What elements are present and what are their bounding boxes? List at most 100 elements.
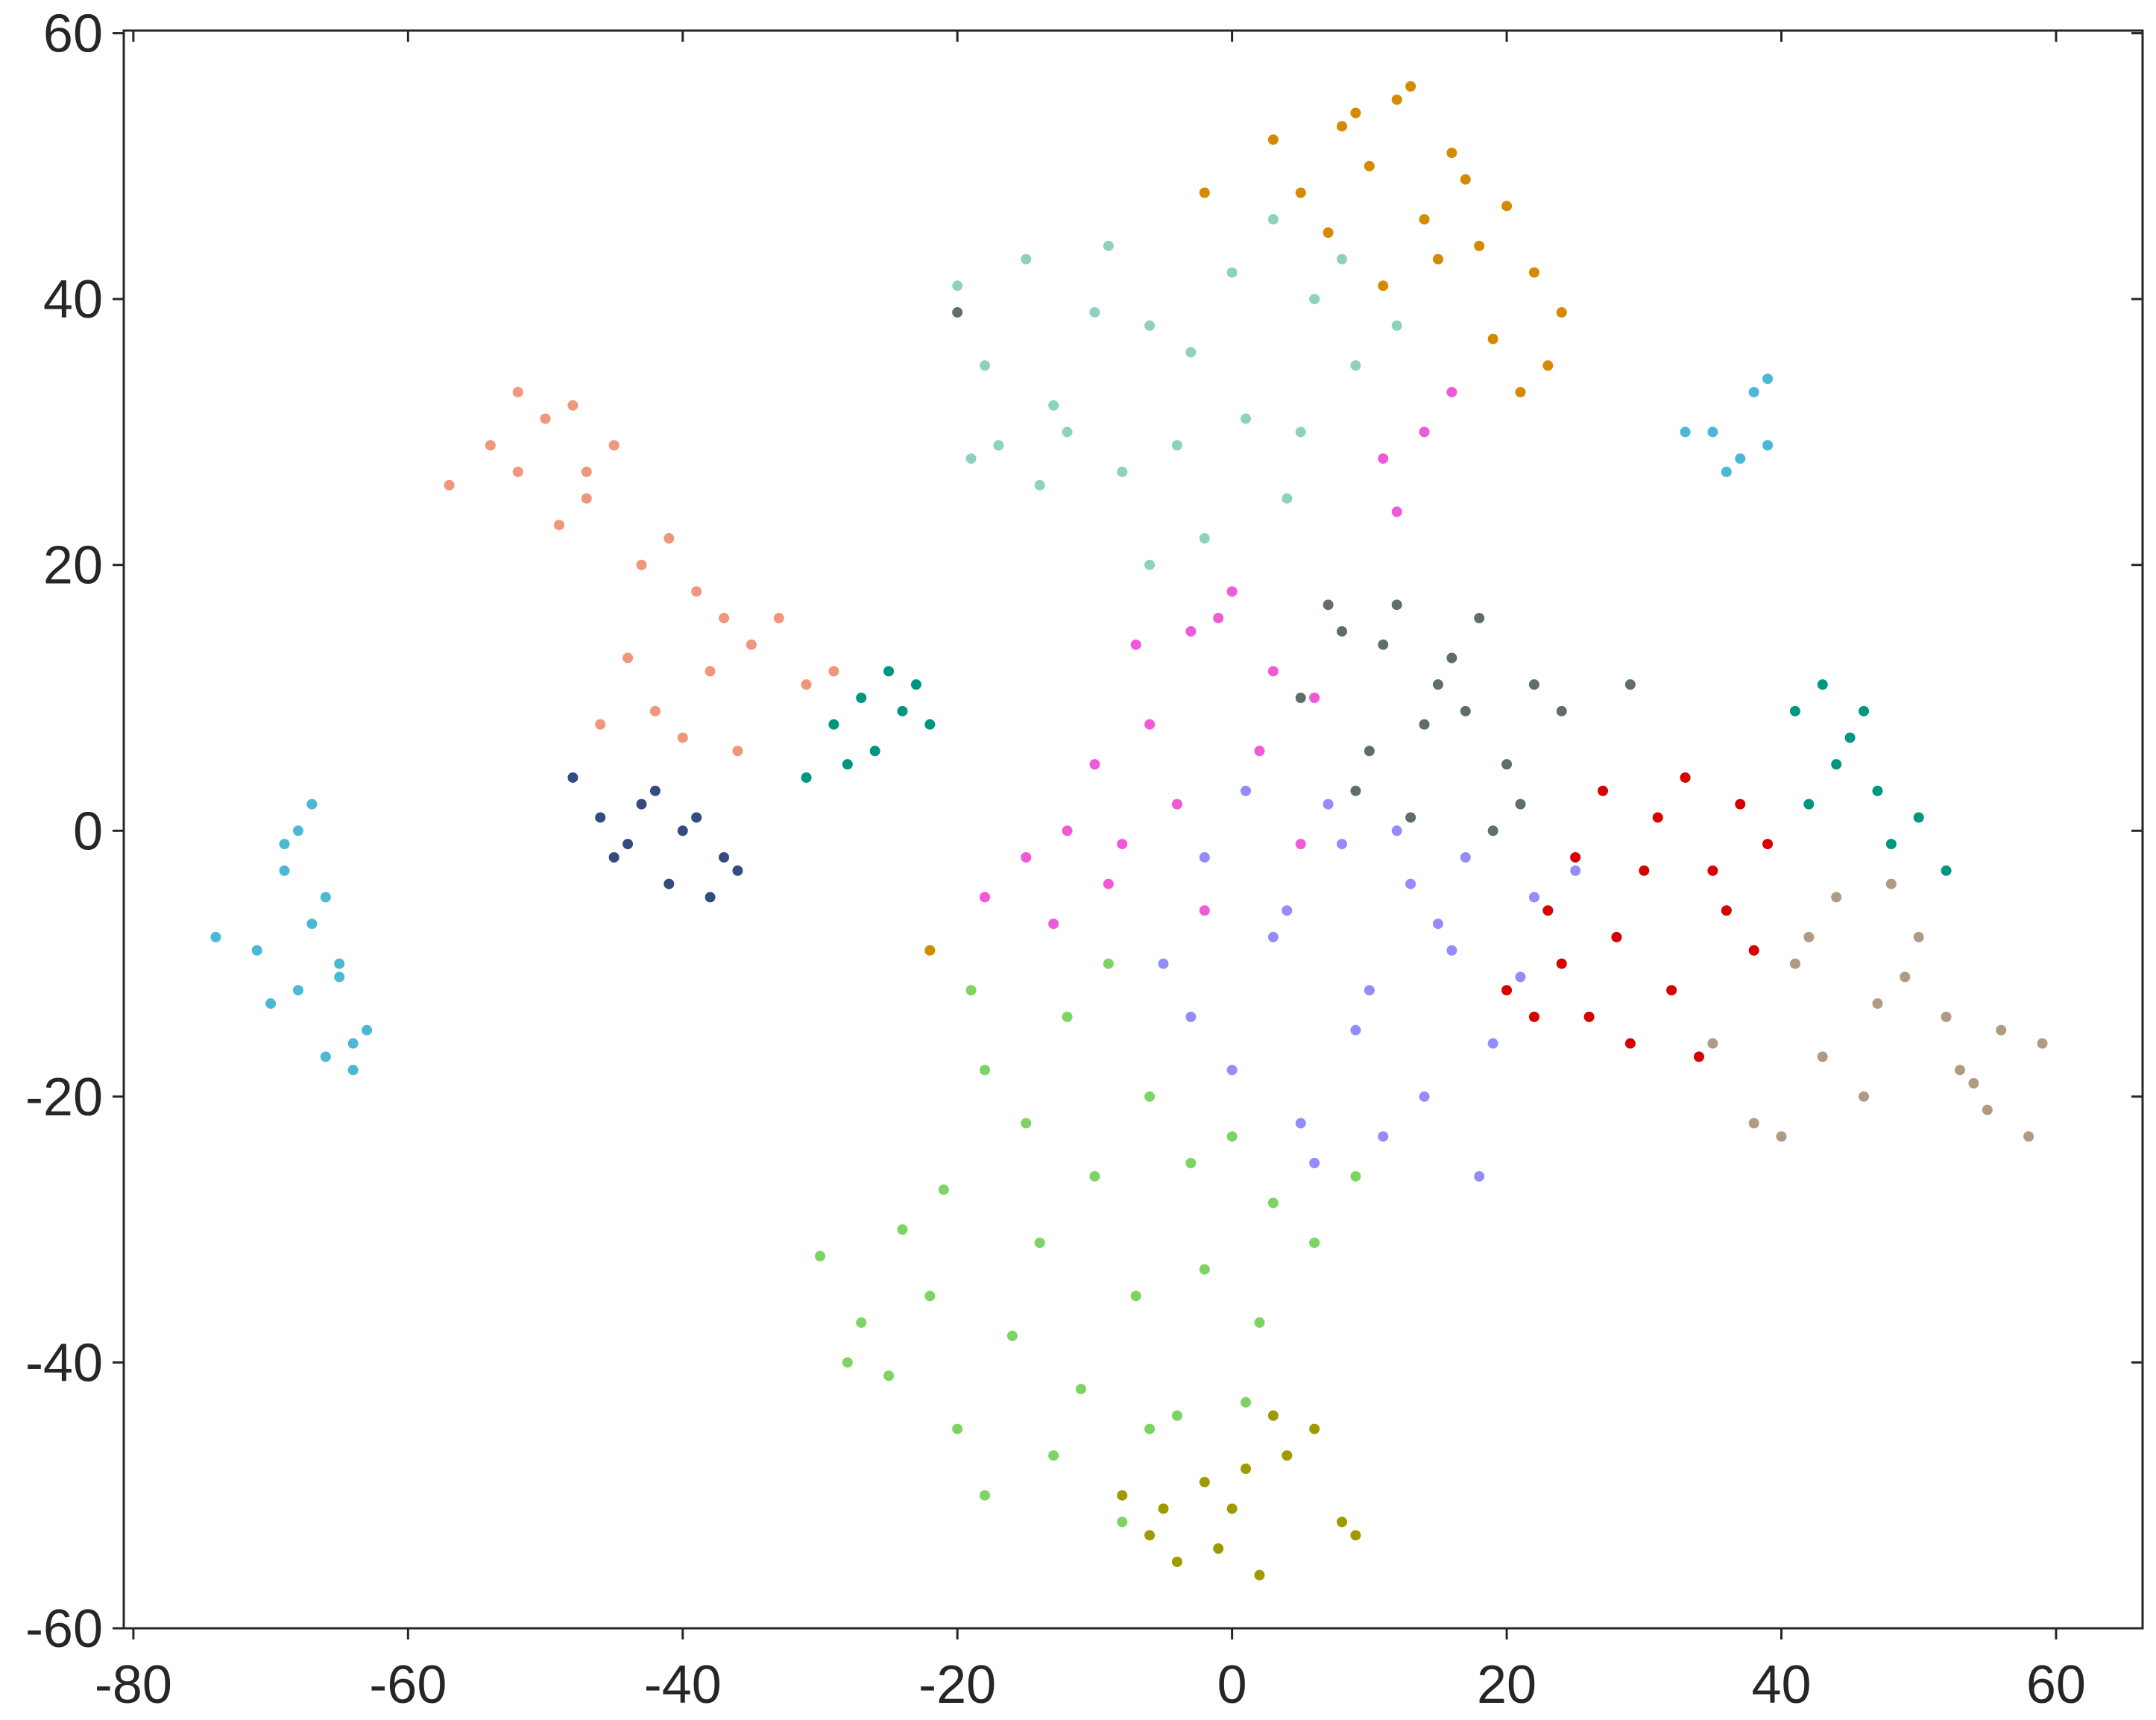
point [1831, 892, 1842, 903]
point [952, 1423, 963, 1434]
point [1446, 652, 1457, 664]
point [1859, 1091, 1870, 1102]
point [1432, 253, 1443, 265]
point [1474, 240, 1485, 251]
point [1267, 1410, 1279, 1421]
point [1295, 187, 1306, 198]
point [608, 851, 620, 863]
point [1323, 227, 1334, 238]
point [691, 812, 702, 823]
point [1295, 426, 1306, 438]
point [1419, 214, 1430, 225]
point [1267, 214, 1279, 225]
point [1364, 985, 1375, 996]
point [581, 466, 592, 477]
point [924, 1291, 936, 1302]
y-tick-label: 20 [43, 536, 103, 596]
point [993, 440, 1004, 451]
point [1158, 958, 1169, 969]
point [1117, 1490, 1128, 1501]
point [347, 1038, 359, 1049]
point [1309, 1423, 1320, 1434]
point [691, 586, 702, 597]
x-tick-label: -80 [95, 1655, 172, 1715]
point [897, 1224, 908, 1235]
point [1432, 919, 1443, 930]
point [828, 719, 839, 730]
point [1707, 865, 1718, 876]
point [1817, 1051, 1828, 1062]
point [1748, 1118, 1759, 1129]
point [856, 1317, 867, 1328]
point [251, 945, 262, 956]
y-tick-label: 60 [43, 4, 103, 64]
point [1267, 666, 1279, 677]
point [1419, 426, 1430, 438]
point [1707, 426, 1718, 438]
point [362, 1024, 373, 1036]
series [952, 214, 1402, 570]
point [1144, 1423, 1156, 1434]
x-tick-label: 20 [1477, 1655, 1536, 1715]
point [622, 652, 634, 664]
point [1391, 94, 1402, 105]
point [1350, 1530, 1361, 1541]
point [595, 719, 606, 730]
point [856, 692, 867, 703]
point [444, 479, 455, 491]
point [265, 998, 277, 1009]
series [210, 374, 1774, 1076]
point [1570, 851, 1581, 863]
point [1900, 971, 1911, 983]
points [210, 81, 2048, 1581]
point [1089, 1171, 1100, 1182]
series [952, 306, 1636, 837]
point [1199, 533, 1210, 544]
point [1171, 1410, 1182, 1421]
point [965, 453, 977, 464]
point [1419, 1091, 1430, 1102]
point [980, 1065, 991, 1076]
point [608, 440, 620, 451]
y-tick-label: -20 [25, 1068, 103, 1127]
point [1391, 506, 1402, 517]
point [1391, 825, 1402, 837]
point [1378, 453, 1389, 464]
point [938, 1184, 949, 1195]
point [1996, 1024, 2007, 1036]
point [1762, 839, 1774, 850]
y-tick-label: -40 [25, 1333, 103, 1393]
point [320, 1051, 331, 1062]
point [1267, 931, 1279, 942]
point [883, 666, 895, 677]
point [677, 732, 688, 743]
series [1707, 878, 2048, 1142]
point [1391, 599, 1402, 611]
point [1144, 719, 1156, 730]
point [1226, 1131, 1238, 1142]
point [1199, 187, 1210, 198]
point [1144, 559, 1156, 570]
point [1405, 878, 1416, 889]
point [1337, 121, 1348, 132]
point [814, 1250, 825, 1261]
point [1789, 958, 1800, 969]
point [1089, 759, 1100, 770]
point [649, 705, 661, 716]
point [677, 825, 688, 837]
series [1158, 785, 1581, 1182]
point [1707, 1038, 1718, 1049]
series [980, 386, 1457, 930]
point [1021, 1118, 1032, 1129]
point [1048, 400, 1059, 411]
point [1226, 1503, 1238, 1514]
point [1337, 839, 1348, 850]
point [1528, 892, 1539, 903]
point [1241, 1396, 1252, 1408]
point [292, 825, 303, 837]
point [512, 466, 523, 477]
point [719, 613, 730, 624]
point [705, 892, 716, 903]
point [1721, 466, 1732, 477]
